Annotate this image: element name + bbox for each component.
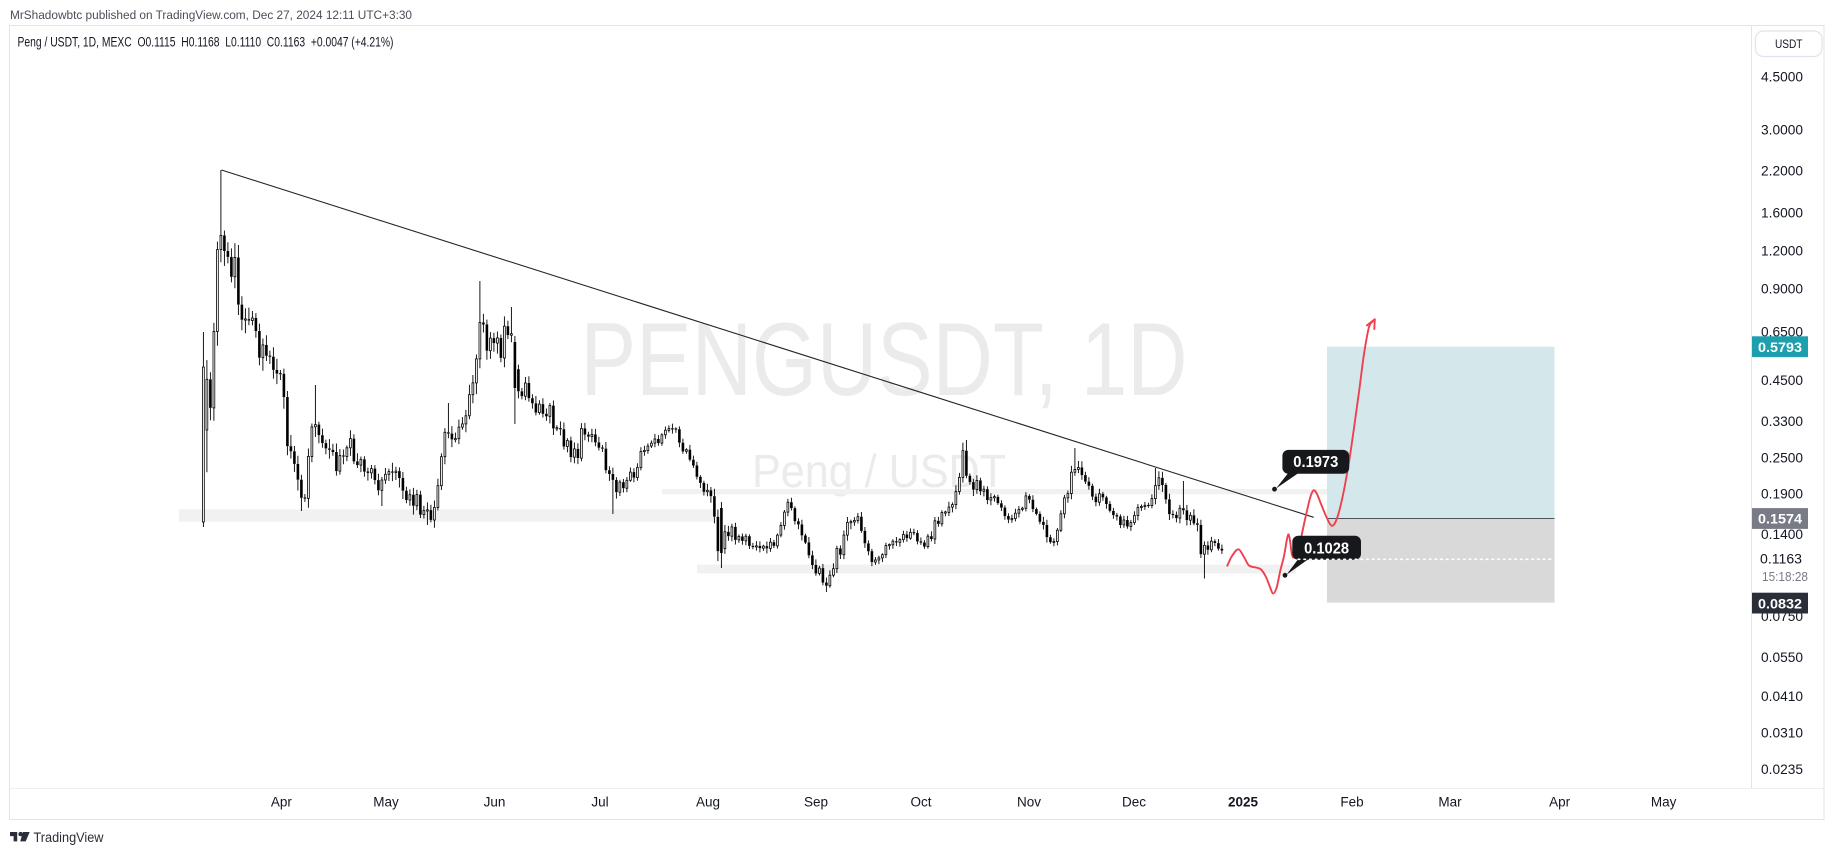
- svg-text:0.3300: 0.3300: [1761, 414, 1803, 429]
- svg-text:15:18:28: 15:18:28: [1762, 569, 1808, 584]
- svg-text:Jun: Jun: [484, 795, 506, 810]
- svg-text:0.1400: 0.1400: [1761, 527, 1803, 542]
- svg-text:2.2000: 2.2000: [1761, 164, 1803, 179]
- svg-text:TradingView: TradingView: [34, 830, 105, 846]
- svg-text:0.0410: 0.0410: [1761, 689, 1803, 704]
- svg-text:0.0550: 0.0550: [1761, 650, 1803, 665]
- svg-text:4.5000: 4.5000: [1761, 69, 1803, 84]
- svg-text:1.6000: 1.6000: [1761, 206, 1803, 221]
- svg-text:0.5793: 0.5793: [1758, 340, 1802, 355]
- svg-text:Aug: Aug: [696, 795, 720, 810]
- svg-text:May: May: [1651, 795, 1677, 810]
- svg-text:Sep: Sep: [804, 795, 828, 810]
- svg-text:Apr: Apr: [271, 795, 293, 810]
- svg-text:0.4500: 0.4500: [1761, 373, 1803, 388]
- svg-text:Mar: Mar: [1438, 795, 1462, 810]
- svg-text:0.2500: 0.2500: [1761, 450, 1803, 465]
- svg-text:0.0235: 0.0235: [1761, 762, 1803, 777]
- svg-text:1.2000: 1.2000: [1761, 244, 1803, 259]
- svg-text:0.1163: 0.1163: [1760, 551, 1802, 566]
- svg-text:May: May: [373, 795, 399, 810]
- svg-text:0.1973: 0.1973: [1293, 454, 1338, 471]
- svg-text:3.0000: 3.0000: [1761, 123, 1803, 138]
- svg-text:0.9000: 0.9000: [1761, 282, 1803, 297]
- svg-text:Feb: Feb: [1340, 795, 1363, 810]
- svg-text:Jul: Jul: [591, 795, 608, 810]
- svg-text:2025: 2025: [1228, 795, 1259, 810]
- svg-text:0.0832: 0.0832: [1758, 596, 1802, 611]
- svg-text:0.1574: 0.1574: [1758, 512, 1802, 527]
- svg-text:Apr: Apr: [1549, 795, 1571, 810]
- svg-text:0.0310: 0.0310: [1761, 726, 1803, 741]
- svg-text:Oct: Oct: [910, 795, 931, 810]
- svg-text:Peng / USDT, 1D, MEXC O0.1115: Peng / USDT, 1D, MEXC O0.1115 H0.1168 L0…: [18, 34, 394, 49]
- svg-text:Nov: Nov: [1017, 795, 1041, 810]
- svg-text:0.6500: 0.6500: [1761, 324, 1803, 339]
- svg-text:0.1028: 0.1028: [1304, 540, 1349, 557]
- svg-text:PENGUSDT, 1D: PENGUSDT, 1D: [581, 302, 1188, 418]
- svg-text:0.1900: 0.1900: [1761, 487, 1803, 502]
- svg-text:MrShadowbtc published on Tradi: MrShadowbtc published on TradingView.com…: [10, 8, 412, 22]
- svg-text:USDT: USDT: [1775, 37, 1803, 51]
- svg-text:Dec: Dec: [1122, 795, 1146, 810]
